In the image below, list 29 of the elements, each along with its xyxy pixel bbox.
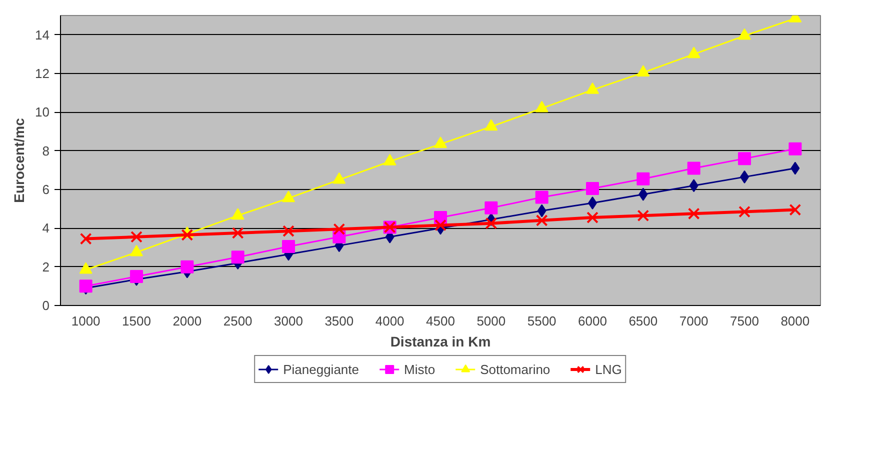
y-tick-label: 2 <box>42 259 50 274</box>
legend-label: Pianeggiante <box>283 362 360 376</box>
legend-label: Misto <box>404 362 436 376</box>
x-tick-label: 2500 <box>223 314 252 328</box>
x-tick-label: 5000 <box>476 314 506 328</box>
x-tick-label: 7000 <box>679 314 708 328</box>
y-tick-label: 6 <box>42 182 50 197</box>
x-tick-label: 1000 <box>71 314 100 328</box>
x-tick-label: 1500 <box>122 314 151 328</box>
x-tick-label: 3000 <box>274 314 303 328</box>
x-tick-label: 6500 <box>628 314 658 328</box>
y-tick-label: 8 <box>42 143 50 158</box>
x-tick-label: 7500 <box>730 314 759 328</box>
y-tick-label: 14 <box>35 27 50 42</box>
legend-label: Sottomarino <box>480 362 550 376</box>
y-tick-label: 12 <box>35 66 50 81</box>
y-tick-label: 0 <box>42 298 50 313</box>
x-tick-label: 3500 <box>324 314 354 328</box>
y-axis-title: Eurocent/mc <box>11 118 28 203</box>
x-tick-label: 5500 <box>527 314 556 328</box>
y-tick-label: 4 <box>42 220 50 236</box>
x-tick-label: 8000 <box>780 314 810 328</box>
y-tick-label: 10 <box>35 104 50 120</box>
legend-label: LNG <box>595 362 622 376</box>
x-axis-title: Distanza in Km <box>390 334 491 350</box>
x-tick-label: 6000 <box>578 314 607 328</box>
x-tick-label: 2000 <box>172 314 202 328</box>
x-tick-label: 4000 <box>375 314 404 328</box>
x-tick-label: 4500 <box>426 314 455 328</box>
